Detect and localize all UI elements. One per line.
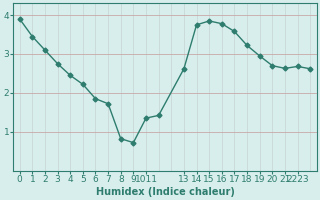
X-axis label: Humidex (Indice chaleur): Humidex (Indice chaleur) bbox=[96, 187, 234, 197]
